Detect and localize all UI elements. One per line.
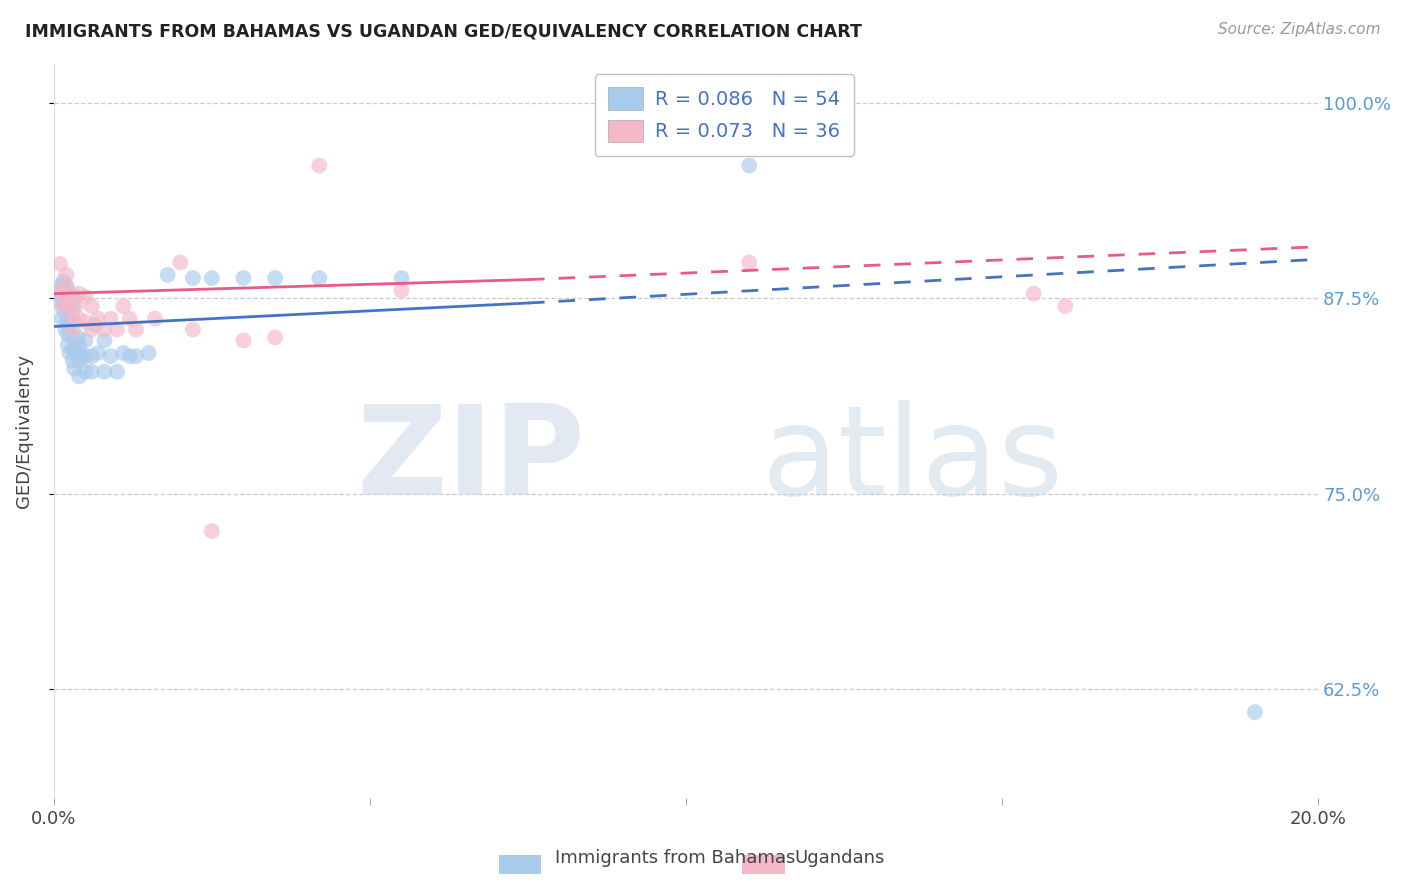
Point [75,315,97,329]
Point [80,349,103,363]
Point [62,343,84,357]
Point [52,286,75,301]
Point [62,315,84,329]
Point [59,346,82,360]
Point [125,322,148,336]
Point [55,290,77,304]
Text: Ugandans: Ugandans [794,849,884,867]
Text: ZIP: ZIP [356,400,585,521]
Point [156,268,179,282]
Point [62,288,84,302]
Point [52,274,75,288]
Point [105,322,128,336]
Point [67,338,90,352]
Point [80,322,103,336]
Point [1244,705,1267,719]
Point [67,286,90,301]
Point [59,299,82,313]
Point [55,299,77,313]
Point [80,365,103,379]
Point [738,159,761,173]
Point [56,338,79,352]
Text: IMMIGRANTS FROM BAHAMAS VS UGANDAN GED/EQUIVALENCY CORRELATION CHART: IMMIGRANTS FROM BAHAMAS VS UGANDAN GED/E… [25,22,862,40]
Point [87,346,110,360]
Point [100,349,122,363]
Point [51,278,73,293]
Point [118,311,141,326]
Point [66,330,89,344]
Point [62,353,84,368]
Point [72,349,94,363]
Point [232,271,254,285]
Point [738,255,761,269]
Legend: R = 0.086   N = 54, R = 0.073   N = 36: R = 0.086 N = 54, R = 0.073 N = 36 [595,74,853,155]
Point [67,311,90,326]
Point [59,318,82,332]
Point [52,299,75,313]
Point [143,311,166,326]
Point [93,334,115,348]
Point [181,322,204,336]
Point [308,159,330,173]
Point [56,327,79,342]
Point [105,365,128,379]
Point [112,346,135,360]
Point [264,330,287,344]
Point [75,365,97,379]
Point [49,257,72,271]
Point [55,294,77,309]
Point [65,346,87,360]
Point [62,322,84,336]
Text: Immigrants from Bahamas: Immigrants from Bahamas [555,849,796,867]
Point [62,291,84,305]
Point [84,318,107,332]
Point [55,280,77,294]
Point [80,299,103,313]
Y-axis label: GED/Equivalency: GED/Equivalency [15,354,32,508]
Point [93,322,115,336]
Point [49,284,72,298]
Point [93,365,115,379]
Point [55,268,77,282]
Point [138,346,160,360]
Point [75,290,97,304]
Point [201,271,224,285]
Point [62,299,84,313]
Point [308,271,330,285]
Point [201,524,224,538]
Point [169,255,191,269]
Point [67,369,90,384]
Point [181,271,204,285]
Text: Source: ZipAtlas.com: Source: ZipAtlas.com [1218,22,1381,37]
Text: atlas: atlas [762,400,1064,521]
Point [232,334,254,348]
Point [1022,286,1045,301]
Point [118,349,141,363]
Point [52,302,75,317]
Point [67,353,90,368]
Point [1054,299,1077,313]
Point [75,334,97,348]
Point [53,322,76,336]
Point [62,311,84,326]
Point [75,349,97,363]
Point [112,299,135,313]
Point [264,271,287,285]
Point [51,311,73,326]
Point [52,291,75,305]
Point [391,271,413,285]
Point [125,349,148,363]
Point [100,311,122,326]
Point [48,294,70,309]
Point [391,284,413,298]
Point [55,315,77,329]
Point [62,330,84,344]
Point [49,288,72,302]
Point [65,299,87,313]
Point [63,361,86,376]
Point [87,311,110,326]
Point [52,284,75,298]
Point [55,278,77,293]
